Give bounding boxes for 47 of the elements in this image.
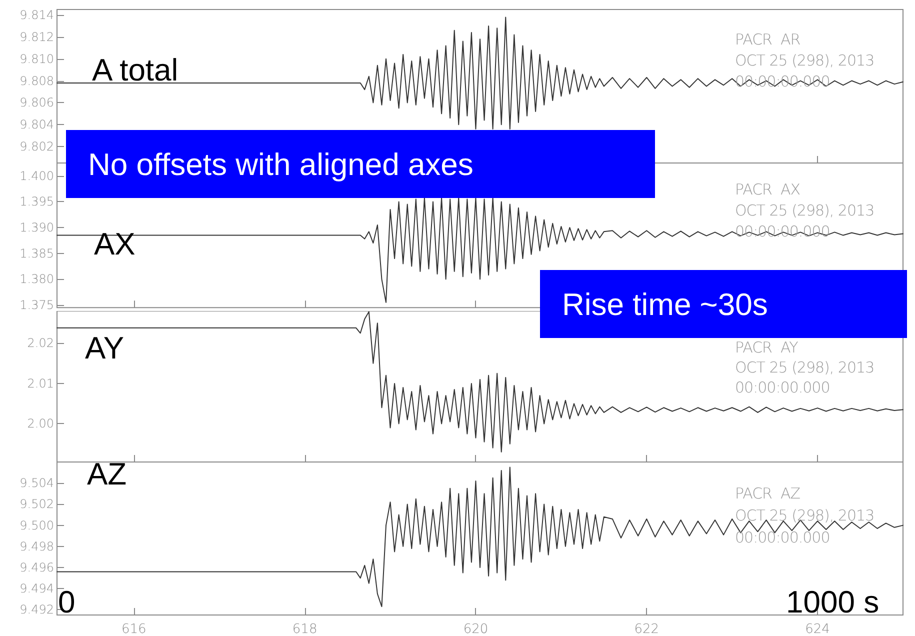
annotation: OCT 25 (298), 2013 <box>735 202 874 220</box>
y-tick-label: 1.380 <box>20 272 54 286</box>
y-tick-label: 9.812 <box>20 30 54 44</box>
y-tick-label: 2.02 <box>27 336 54 350</box>
y-tick-label: 1.395 <box>20 194 54 209</box>
callout-box: No offsets with aligned axes <box>66 130 655 198</box>
annotation: A total <box>92 52 178 88</box>
annotation: AY <box>85 330 124 366</box>
y-tick-label: 9.810 <box>20 52 54 66</box>
callout-box: Rise time ~30s <box>540 270 907 338</box>
y-tick-label: 9.500 <box>20 518 54 532</box>
y-tick-label: 9.804 <box>20 118 54 132</box>
x-tick-label: 620 <box>463 622 488 636</box>
annotation: PACR AX <box>735 180 800 198</box>
y-tick-label: 1.385 <box>20 246 54 260</box>
y-tick-label: 9.492 <box>20 602 54 617</box>
annotation: OCT 25 (298), 2013 <box>735 506 874 524</box>
annotation: 00:00:00.000 <box>735 378 830 396</box>
annotation: 1000 s <box>786 584 880 620</box>
y-tick-label: 2.00 <box>27 416 54 431</box>
y-tick-label: 9.494 <box>20 582 54 596</box>
annotation: AX <box>94 226 136 262</box>
y-tick-label: 9.502 <box>20 497 54 512</box>
y-tick-label: 2.01 <box>27 376 54 390</box>
annotation: PACR AY <box>735 338 798 356</box>
y-tick-label: 9.808 <box>20 74 54 88</box>
annotation: AZ <box>87 456 127 492</box>
annotation: PACR AR <box>735 30 800 48</box>
x-tick-label: 618 <box>292 622 318 636</box>
x-tick-label: 624 <box>805 622 830 636</box>
y-tick-label: 9.504 <box>20 476 54 490</box>
y-tick-label: 9.806 <box>20 96 54 110</box>
y-tick-label: 1.390 <box>20 220 54 235</box>
y-tick-label: 9.498 <box>20 539 54 554</box>
y-tick-label: 9.802 <box>20 140 54 154</box>
x-tick-label: 622 <box>634 622 660 636</box>
y-tick-label: 1.375 <box>20 298 54 312</box>
annotation: 00:00:00.000 <box>735 528 830 546</box>
x-tick-label: 616 <box>121 622 146 636</box>
annotation: 0 <box>58 584 76 620</box>
annotation: PACR AZ <box>735 484 800 502</box>
y-tick-label: 1.400 <box>20 168 54 183</box>
y-tick-label: 9.814 <box>20 8 54 22</box>
y-tick-label: 9.496 <box>20 560 54 575</box>
annotation: OCT 25 (298), 2013 <box>735 358 874 376</box>
annotation: OCT 25 (298), 2013 <box>735 52 874 70</box>
line-series <box>56 16 904 130</box>
